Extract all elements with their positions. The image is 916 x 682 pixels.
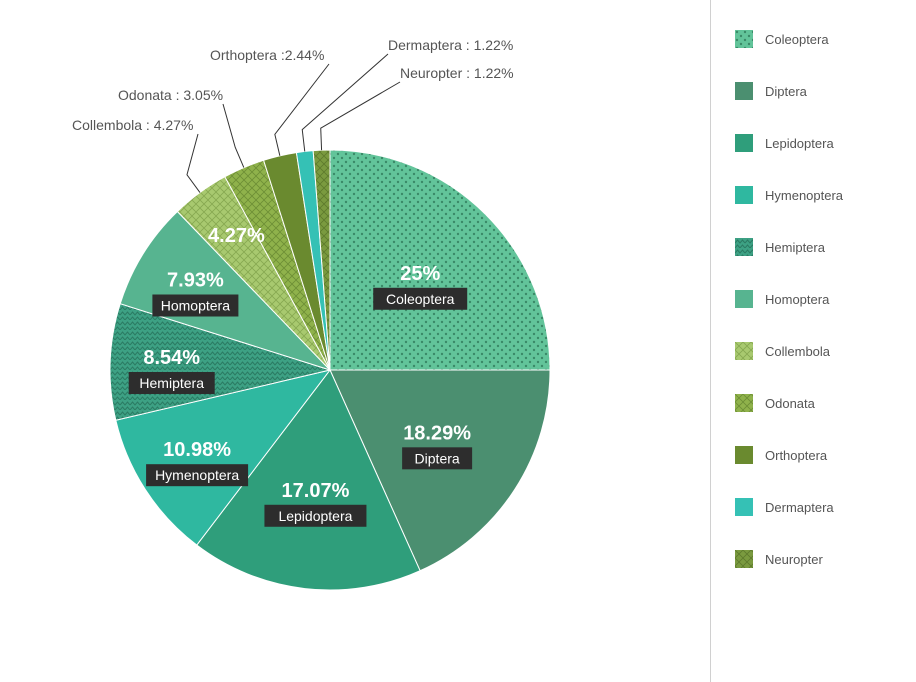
callout-text-dermaptera: Dermaptera : 1.22% — [388, 37, 513, 53]
legend-item-hymenoptera: Hymenoptera — [735, 186, 916, 204]
slice-percent-collembola: 4.27% — [208, 225, 265, 247]
legend-item-homoptera: Homoptera — [735, 290, 916, 308]
legend-label-collembola: Collembola — [765, 344, 830, 359]
callout-text-neuropter: Neuropter : 1.22% — [400, 65, 514, 81]
legend-swatch-hymenoptera — [735, 186, 753, 204]
legend-label-orthoptera: Orthoptera — [765, 448, 827, 463]
legend-item-lepidoptera: Lepidoptera — [735, 134, 916, 152]
legend-label-odonata: Odonata — [765, 396, 815, 411]
callout-text-odonata: Odonata : 3.05% — [118, 87, 223, 103]
legend-swatch-diptera — [735, 82, 753, 100]
slice-percent-hemiptera: 8.54% — [143, 347, 200, 369]
slice-label-coleoptera: Coleoptera — [386, 291, 455, 307]
callout-text-orthoptera: Orthoptera :2.44% — [210, 47, 324, 63]
slice-percent-homoptera: 7.93% — [167, 270, 224, 292]
legend-label-hymenoptera: Hymenoptera — [765, 188, 843, 203]
slice-label-lepidoptera: Lepidoptera — [278, 508, 352, 524]
legend-swatch-lepidoptera — [735, 134, 753, 152]
legend-swatch-orthoptera — [735, 446, 753, 464]
legend-swatch-hemiptera — [735, 238, 753, 256]
legend-item-coleoptera: Coleoptera — [735, 30, 916, 48]
slice-percent-coleoptera: 25% — [400, 263, 440, 285]
legend-label-neuropter: Neuropter — [765, 552, 823, 567]
callout-line-odonata — [223, 104, 244, 168]
slice-label-homoptera: Homoptera — [161, 298, 230, 314]
slice-percent-lepidoptera: 17.07% — [282, 480, 350, 502]
legend-label-diptera: Diptera — [765, 84, 807, 99]
legend-swatch-neuropter — [735, 550, 753, 568]
legend-item-hemiptera: Hemiptera — [735, 238, 916, 256]
legend-item-dermaptera: Dermaptera — [735, 498, 916, 516]
legend-swatch-homoptera — [735, 290, 753, 308]
legend-item-odonata: Odonata — [735, 394, 916, 412]
legend-swatch-collembola — [735, 342, 753, 360]
legend-swatch-dermaptera — [735, 498, 753, 516]
pie-slice-coleoptera — [330, 150, 550, 370]
legend-item-collembola: Collembola — [735, 342, 916, 360]
callout-line-neuropter — [321, 82, 400, 150]
legend-item-diptera: Diptera — [735, 82, 916, 100]
slice-label-hymenoptera: Hymenoptera — [155, 467, 239, 483]
callout-line-dermaptera — [302, 54, 388, 151]
legend-label-hemiptera: Hemiptera — [765, 240, 825, 255]
callout-text-collembola: Collembola : 4.27% — [72, 117, 193, 133]
slice-percent-diptera: 18.29% — [403, 422, 471, 444]
pie-chart: Collembola : 4.27% Odonata : 3.05% Orthopt… — [0, 0, 710, 682]
legend-label-dermaptera: Dermaptera — [765, 500, 834, 515]
legend-item-neuropter: Neuropter — [735, 550, 916, 568]
legend-swatch-coleoptera — [735, 30, 753, 48]
legend-item-orthoptera: Orthoptera — [735, 446, 916, 464]
slice-label-hemiptera: Hemiptera — [139, 375, 204, 391]
slice-percent-hymenoptera: 10.98% — [163, 439, 231, 461]
legend: Coleoptera Diptera Lepidoptera Hymenoptera H… — [710, 0, 916, 682]
legend-label-lepidoptera: Lepidoptera — [765, 136, 834, 151]
legend-swatch-odonata — [735, 394, 753, 412]
legend-label-homoptera: Homoptera — [765, 292, 829, 307]
legend-label-coleoptera: Coleoptera — [765, 32, 829, 47]
slice-label-diptera: Diptera — [415, 450, 460, 466]
callout-line-collembola — [187, 134, 200, 193]
